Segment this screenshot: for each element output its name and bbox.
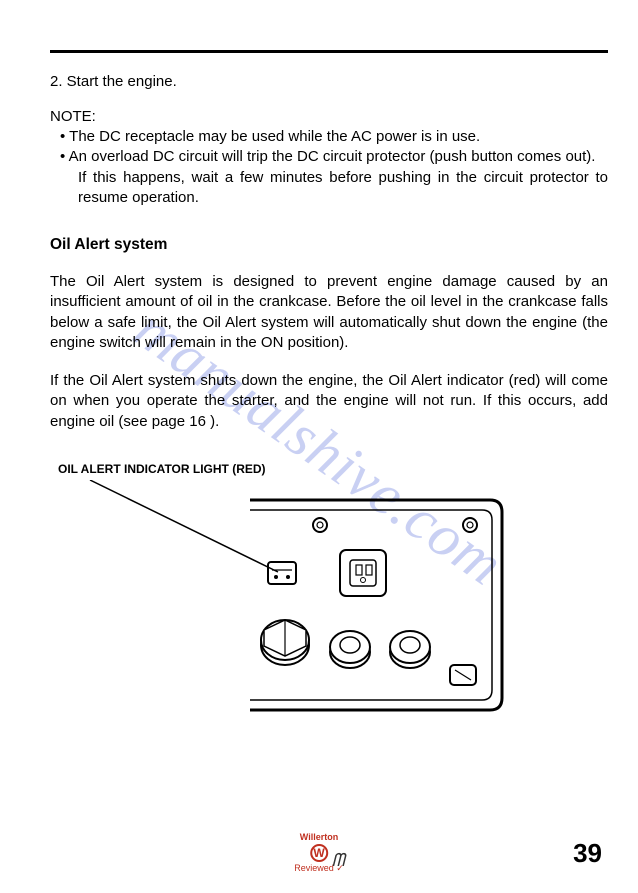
middle-knob-icon bbox=[330, 631, 370, 668]
right-knob-icon bbox=[390, 631, 430, 668]
bullet-2: An overload DC circuit will trip the DC … bbox=[60, 147, 608, 208]
panel-outline bbox=[250, 500, 502, 710]
step-text: 2. Start the engine. bbox=[50, 73, 608, 90]
stamp-brand: Willerton bbox=[294, 833, 344, 842]
screw-top-left-icon bbox=[313, 518, 327, 532]
screw-top-right-icon bbox=[463, 518, 477, 532]
oil-alert-indicator-icon bbox=[268, 562, 296, 584]
bullet-2-sub: If this happens, wait a few minutes befo… bbox=[60, 168, 608, 209]
signature-mark: ᗰ bbox=[332, 850, 345, 871]
stamp-logo-icon: W bbox=[310, 844, 328, 862]
bullet-2-main: An overload DC circuit will trip the DC … bbox=[69, 148, 596, 165]
paragraph-2: If the Oil Alert system shuts down the e… bbox=[50, 371, 608, 432]
panel-inner-outline bbox=[250, 510, 492, 700]
diagram-area bbox=[50, 480, 608, 730]
note-label: NOTE: bbox=[50, 108, 608, 125]
pointer-line bbox=[90, 480, 278, 572]
top-rule bbox=[50, 50, 608, 53]
section-title: Oil Alert system bbox=[50, 236, 608, 254]
diagram-callout-label: OIL ALERT INDICATOR LIGHT (RED) bbox=[58, 462, 608, 476]
panel-diagram-svg bbox=[50, 480, 550, 730]
manual-page: 2. Start the engine. NOTE: The DC recept… bbox=[0, 0, 638, 893]
page-number: 39 bbox=[573, 838, 602, 869]
paragraph-1: The Oil Alert system is designed to prev… bbox=[50, 272, 608, 353]
ac-outlet-icon bbox=[340, 550, 386, 596]
engine-switch-knob-icon bbox=[261, 620, 309, 665]
screw-top-left-inner-icon bbox=[317, 522, 323, 528]
note-bullet-list: The DC receptacle may be used while the … bbox=[50, 127, 608, 208]
screw-top-right-inner-icon bbox=[467, 522, 473, 528]
bullet-1: The DC receptacle may be used while the … bbox=[60, 127, 608, 147]
